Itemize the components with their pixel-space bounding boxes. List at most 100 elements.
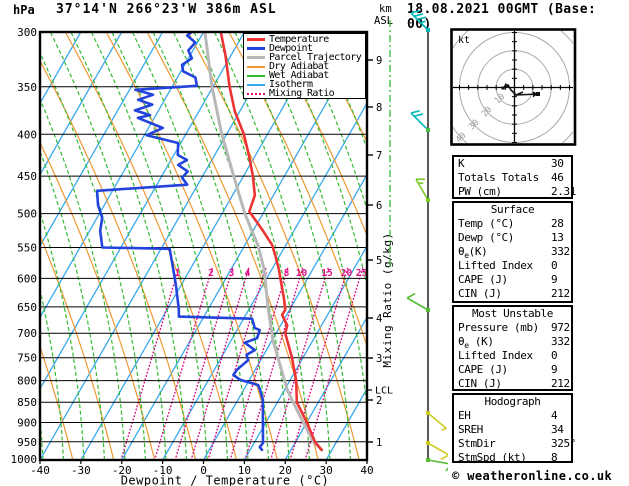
pressure-tick-label: 500 xyxy=(17,208,37,221)
mixing-ratio-value: 1 xyxy=(175,268,181,279)
indices-table: K 30 Totals Totals 46 PW (cm) 2.31 xyxy=(452,155,576,199)
stat-label: Totals Totals xyxy=(458,171,539,184)
stat-value: 332 xyxy=(551,335,570,348)
stat-value: 4 xyxy=(551,409,558,422)
table-row: Pressure (mb) 972 xyxy=(454,321,571,335)
temp-axis-title: Dewpoint / Temperature (°C) xyxy=(121,474,330,486)
table-header: Surface xyxy=(490,203,535,216)
pressure-tick-label: 350 xyxy=(17,81,37,94)
stat-value: 8 xyxy=(551,451,558,464)
hodograph-stats-table: Hodograph EH 4 SREH 34 StmDir 325° StmSpd (… xyxy=(452,393,576,465)
legend-label: Wet Adiabat xyxy=(269,70,329,81)
legend-item: Dewpoint xyxy=(244,43,365,54)
km-tick-label: 7 xyxy=(376,150,382,162)
table-row: Lifted Index 0 xyxy=(454,349,571,363)
km-tick-label: 4 xyxy=(376,313,382,325)
stat-label: CIN (J) xyxy=(458,377,502,390)
stat-label: Lifted Index xyxy=(458,349,533,362)
pressure-tick-label: 400 xyxy=(17,128,37,141)
isotherm-swatch xyxy=(247,83,265,86)
mixing-ratio-value: 10 xyxy=(296,268,308,279)
credit: © weatheronline.co.uk xyxy=(452,469,613,483)
theta-e-label: θe (K) xyxy=(458,335,494,351)
table-row: EH 4 xyxy=(454,409,571,423)
stat-label: CAPE (J) xyxy=(458,363,508,376)
table-row: CAPE (J) 9 xyxy=(454,363,571,377)
stat-label: StmSpd (kt) xyxy=(458,451,527,464)
temp-tick-label: 10 xyxy=(238,464,251,477)
stat-label: EH xyxy=(458,409,471,422)
table-row: PW (cm) 2.31 xyxy=(454,185,576,199)
pressure-tick-label: 600 xyxy=(17,272,37,285)
km-axis-header: km xyxy=(379,3,392,15)
table-row: K 30 xyxy=(454,157,571,171)
wet-adiabat-swatch xyxy=(247,74,265,77)
legend-label: Temperature xyxy=(269,34,329,45)
temperature-curve xyxy=(219,32,323,452)
hodograph-frame xyxy=(450,28,577,146)
temp-tick-label: 20 xyxy=(279,464,292,477)
pressure-tick-label: 800 xyxy=(17,375,37,388)
pressure-tick-label: 650 xyxy=(17,301,37,314)
km-tick-label: 3 xyxy=(376,353,382,365)
table-row: Lifted Index 0 xyxy=(454,259,571,273)
pressure-tick-label: 850 xyxy=(17,396,37,409)
parcel-line-swatch xyxy=(247,56,265,59)
legend-item: Temperature xyxy=(244,34,365,45)
pressure-tick-label: 550 xyxy=(17,241,37,254)
table-row: CIN (J) 212 xyxy=(454,377,571,391)
temp-tick-label: -10 xyxy=(153,464,173,477)
mixing-ratio-value: 3 xyxy=(229,268,235,279)
stat-value: 9 xyxy=(551,363,558,376)
sounding-curves xyxy=(95,32,324,452)
table-row: CIN (J) 212 xyxy=(454,287,571,301)
stat-label: Dewp (°C) xyxy=(458,231,515,244)
mixing-ratio-value: 20 xyxy=(341,268,353,279)
hodograph-unit-label: kt xyxy=(458,35,470,46)
mixing-ratio-value: 15 xyxy=(321,268,333,279)
stat-label: StmDir xyxy=(458,437,496,450)
stat-label: K xyxy=(458,157,465,170)
table-row: Totals Totals 46 xyxy=(454,171,571,185)
stat-value: 0 xyxy=(551,259,558,272)
dewpoint-line-swatch xyxy=(247,47,265,50)
pressure-tick-label: 750 xyxy=(17,352,37,365)
stat-label: PW (cm) xyxy=(458,185,502,198)
stat-value: 972 xyxy=(551,321,570,334)
stat-value: 212 xyxy=(551,287,570,300)
legend-item: Mixing Ratio xyxy=(244,88,365,99)
dewpoint-curve xyxy=(95,32,265,452)
legend-label: Mixing Ratio xyxy=(269,88,335,99)
mixing-ratio-swatch xyxy=(247,92,265,95)
temp-tick-label: -30 xyxy=(71,464,91,477)
temp-tick-label: 30 xyxy=(320,464,333,477)
mixing-ratio-value: 8 xyxy=(284,268,290,279)
km-axis-header: ASL xyxy=(374,15,393,27)
pressure-tick-label: 700 xyxy=(17,327,37,340)
temperature-line-swatch xyxy=(247,38,265,41)
legend-item: Isotherm xyxy=(244,79,365,90)
temp-tick-label: -40 xyxy=(30,464,50,477)
table-row: StmSpd (kt) 8 xyxy=(454,451,571,465)
mixing-ratio-axis-label: Mixing Ratio (g/kg) xyxy=(381,232,394,367)
table-row: θe(K) 332 xyxy=(454,245,571,260)
stat-label: CAPE (J) xyxy=(458,273,508,286)
km-tick-label: 6 xyxy=(376,200,382,212)
wind-barbs xyxy=(406,9,448,472)
stat-value: 30 xyxy=(551,157,564,170)
stat-value: 13 xyxy=(551,231,564,244)
km-tick-label: 5 xyxy=(376,255,382,267)
stat-value: 34 xyxy=(551,423,564,436)
km-tick-label: 1 xyxy=(376,437,382,449)
legend-label: Isotherm xyxy=(269,79,313,90)
lcl-label: LCL xyxy=(375,386,393,397)
legend: Temperature Dewpoint Parcel Trajectory D… xyxy=(243,33,366,99)
table-row: Dewp (°C) 13 xyxy=(454,231,571,245)
pressure-tick-label: 1000 xyxy=(11,453,38,466)
stat-label: SREH xyxy=(458,423,483,436)
stat-value: 212 xyxy=(551,377,570,390)
stat-value: 325° xyxy=(551,437,576,450)
table-row: Temp (°C) 28 xyxy=(454,217,571,231)
most-unstable-table: Most Unstable Pressure (mb) 972 θe (K) 332… xyxy=(452,305,573,391)
temp-tick-label: 0 xyxy=(200,464,207,477)
